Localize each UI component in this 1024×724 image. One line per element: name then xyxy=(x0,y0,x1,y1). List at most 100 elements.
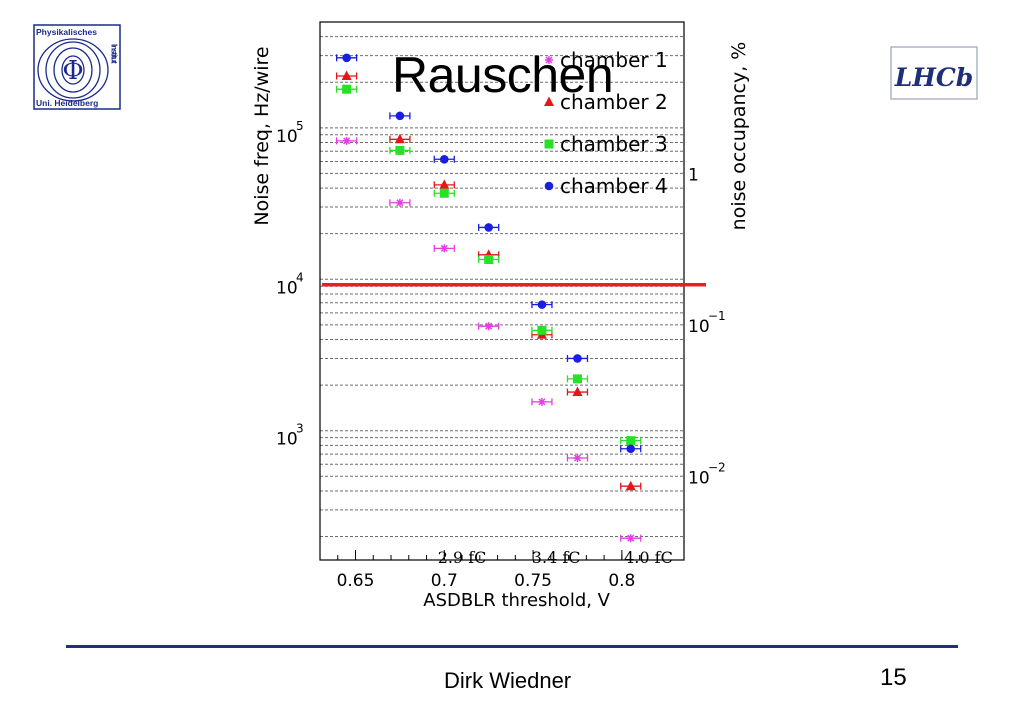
point-marker xyxy=(626,534,635,543)
point-marker xyxy=(342,53,351,63)
slide-title: Rauschen xyxy=(392,47,614,103)
point-marker xyxy=(537,325,547,335)
y-tick-exp: 3 xyxy=(296,422,304,436)
legend-marker xyxy=(544,139,554,149)
legend-marker xyxy=(544,181,554,191)
point-marker xyxy=(484,223,493,232)
lhcb-logo: LHCb xyxy=(890,46,978,100)
data-point xyxy=(478,322,500,331)
logo-line2: Uni. Heidelberg xyxy=(36,98,98,108)
logo-side-text: Institut xyxy=(110,44,119,64)
x-axis-label: ASDBLR threshold, V xyxy=(423,590,610,611)
data-point xyxy=(566,354,589,363)
x-tick-label: 0.7 xyxy=(431,571,458,591)
data-point xyxy=(335,70,358,80)
legend-label: chamber 1 xyxy=(560,48,668,72)
point-marker xyxy=(341,70,352,80)
y-tick-base: 10 xyxy=(276,430,298,450)
y2-tick-exp: −2 xyxy=(708,460,726,474)
charge-annotation: 2.9 fC xyxy=(438,548,487,567)
point-marker xyxy=(626,436,636,446)
footer-divider xyxy=(66,645,958,648)
data-point xyxy=(389,111,411,121)
data-point xyxy=(531,397,553,406)
point-marker xyxy=(484,322,493,331)
charge-annotation: 3.4 fC xyxy=(532,548,581,567)
star-stroke xyxy=(545,56,553,64)
data-point xyxy=(335,136,358,145)
data-point xyxy=(620,534,642,543)
data-point xyxy=(531,325,553,335)
page-number: 15 xyxy=(880,664,907,691)
legend-marker xyxy=(544,96,554,106)
point-marker xyxy=(573,454,582,463)
charge-annotation: 4.0 fC xyxy=(624,548,673,567)
y2-tick-base: 1 xyxy=(688,165,699,185)
point-marker xyxy=(573,354,582,363)
legend-label: chamber 4 xyxy=(560,174,668,198)
data-point xyxy=(620,436,642,446)
star-stroke xyxy=(573,454,581,462)
legend-marker xyxy=(545,56,553,64)
data-point xyxy=(389,145,411,155)
point-marker xyxy=(572,386,583,397)
data-point xyxy=(620,480,642,491)
point-marker xyxy=(395,198,404,207)
point-marker xyxy=(439,188,449,198)
point-marker xyxy=(440,244,449,253)
data-point xyxy=(433,154,455,164)
point-marker xyxy=(395,145,405,155)
star-stroke xyxy=(627,534,635,542)
point-marker xyxy=(537,300,547,309)
data-point xyxy=(566,374,589,384)
plot-frame xyxy=(319,21,685,561)
data-point xyxy=(566,386,589,397)
point-marker xyxy=(537,397,546,406)
x-tick-label: 0.75 xyxy=(514,571,552,591)
legend-label: chamber 3 xyxy=(560,132,668,156)
x-tick-label: 0.8 xyxy=(608,571,635,591)
data-point xyxy=(620,444,642,454)
point-marker xyxy=(342,136,351,145)
y-tick-exp: 5 xyxy=(296,119,304,133)
star-stroke xyxy=(485,322,493,330)
institute-logo: Physikalisches Institut Uni. Heidelberg … xyxy=(33,24,121,110)
legend: chamber 1 chamber 2 chamber 3 chamber 4 xyxy=(544,48,668,198)
legend-label: chamber 2 xyxy=(560,90,668,114)
point-marker xyxy=(394,133,405,144)
point-marker xyxy=(484,255,494,265)
data-point xyxy=(433,244,455,253)
x-tick-label: 0.65 xyxy=(337,571,375,591)
y-axis-label: Noise freq, Hz/wire xyxy=(251,46,273,225)
data-point xyxy=(531,300,553,309)
y-tick-exp: 4 xyxy=(296,270,304,284)
logo-rings xyxy=(37,38,109,102)
y2-tick-base: 10 xyxy=(688,317,710,337)
star-stroke xyxy=(538,398,546,406)
star-stroke xyxy=(396,199,404,207)
data-point xyxy=(478,223,500,232)
data-point xyxy=(335,53,358,63)
point-marker xyxy=(439,179,450,189)
data-point xyxy=(389,133,411,144)
point-marker xyxy=(625,480,636,491)
phi-icon: Φ xyxy=(62,56,83,86)
data-point xyxy=(433,179,455,189)
logo-line1: Physikalisches xyxy=(36,27,97,37)
point-marker xyxy=(439,154,449,164)
y-tick-base: 10 xyxy=(276,127,298,147)
footer-author: Dirk Wiedner xyxy=(444,668,572,693)
data-point xyxy=(478,255,500,265)
star-stroke xyxy=(343,137,351,145)
y2-axis-label: noise occupancy, % xyxy=(728,42,750,231)
data-point xyxy=(335,84,358,94)
point-marker xyxy=(395,111,405,121)
y2-tick-base: 10 xyxy=(688,468,710,488)
y-tick-base: 10 xyxy=(276,278,298,298)
y2-tick-exp: −1 xyxy=(708,309,726,323)
lhcb-logo-text: LHCb xyxy=(894,63,974,92)
star-stroke xyxy=(440,244,448,252)
data-markers xyxy=(335,53,642,543)
